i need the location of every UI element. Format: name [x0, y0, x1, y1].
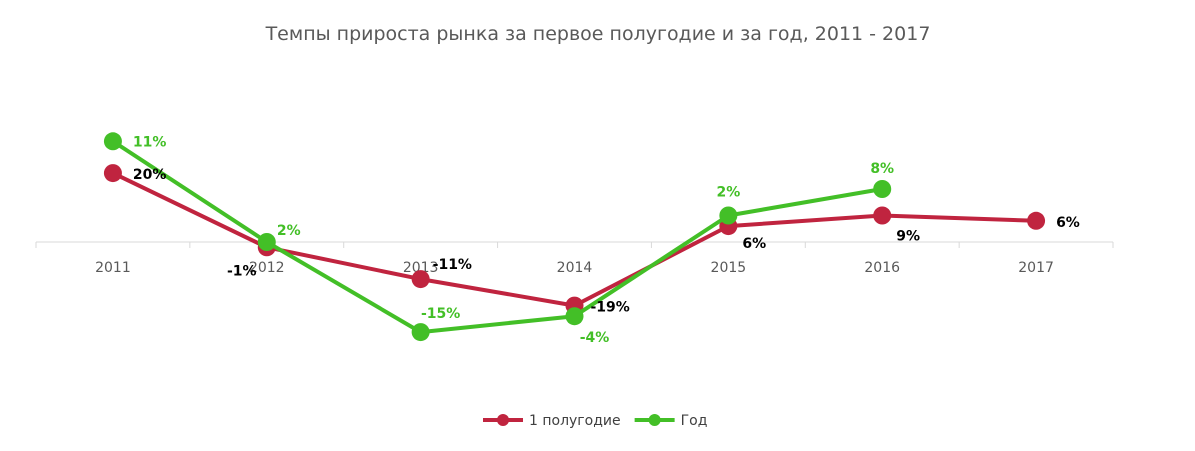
legend: 1 полугодие Год — [483, 413, 707, 429]
x-axis-labels: 2011 2012 2013 2014 2015 2016 2017 — [95, 260, 1054, 276]
x-axis-ticks — [35, 242, 1114, 248]
data-label: 11% — [133, 134, 167, 150]
data-label: 2% — [716, 185, 740, 201]
legend-marker — [497, 414, 509, 426]
data-label: -1% — [227, 263, 257, 279]
series-line — [110, 139, 885, 335]
data-point — [873, 206, 892, 225]
legend-item: 1 полугодие — [483, 413, 621, 429]
data-label: -15% — [421, 306, 460, 322]
legend-marker — [648, 414, 661, 426]
series-lines — [103, 132, 1046, 342]
data-label: -4% — [580, 330, 610, 346]
series-2 — [103, 132, 892, 342]
x-tick-label: 2014 — [557, 260, 593, 276]
data-label: 2% — [277, 223, 301, 239]
data-label: -11% — [433, 257, 472, 273]
data-point — [103, 164, 122, 183]
x-tick-label: 2016 — [864, 260, 900, 276]
x-tick-label: 2013 — [403, 260, 439, 276]
chart-title: Темпы прироста рынка за первое полугодие… — [265, 23, 931, 45]
x-tick-label: 2011 — [95, 260, 131, 276]
x-tick-label: 2017 — [1018, 260, 1054, 276]
data-label: 8% — [870, 161, 894, 177]
data-label: 6% — [1056, 215, 1080, 231]
data-label: -19% — [591, 300, 630, 316]
data-point — [103, 132, 122, 151]
data-point — [873, 180, 892, 198]
legend-item: Год — [634, 413, 708, 429]
data-label: 6% — [742, 236, 766, 252]
x-tick-label: 2015 — [711, 260, 747, 276]
x-tick-label: 2012 — [249, 260, 285, 276]
data-point — [257, 233, 276, 251]
data-label: 9% — [896, 229, 920, 245]
legend-label: 1 полугодие — [529, 413, 621, 429]
data-point — [411, 323, 430, 342]
data-point — [411, 270, 430, 289]
legend-label: Год — [681, 413, 708, 429]
data-label: 20% — [133, 167, 167, 183]
data-point — [719, 206, 738, 225]
data-labels: 20% -1% -11% -19% 6% 9% 6% 11% 2% -15% -4% 2% 8% — [133, 134, 1080, 346]
data-point — [1027, 211, 1046, 230]
data-point — [565, 307, 584, 326]
